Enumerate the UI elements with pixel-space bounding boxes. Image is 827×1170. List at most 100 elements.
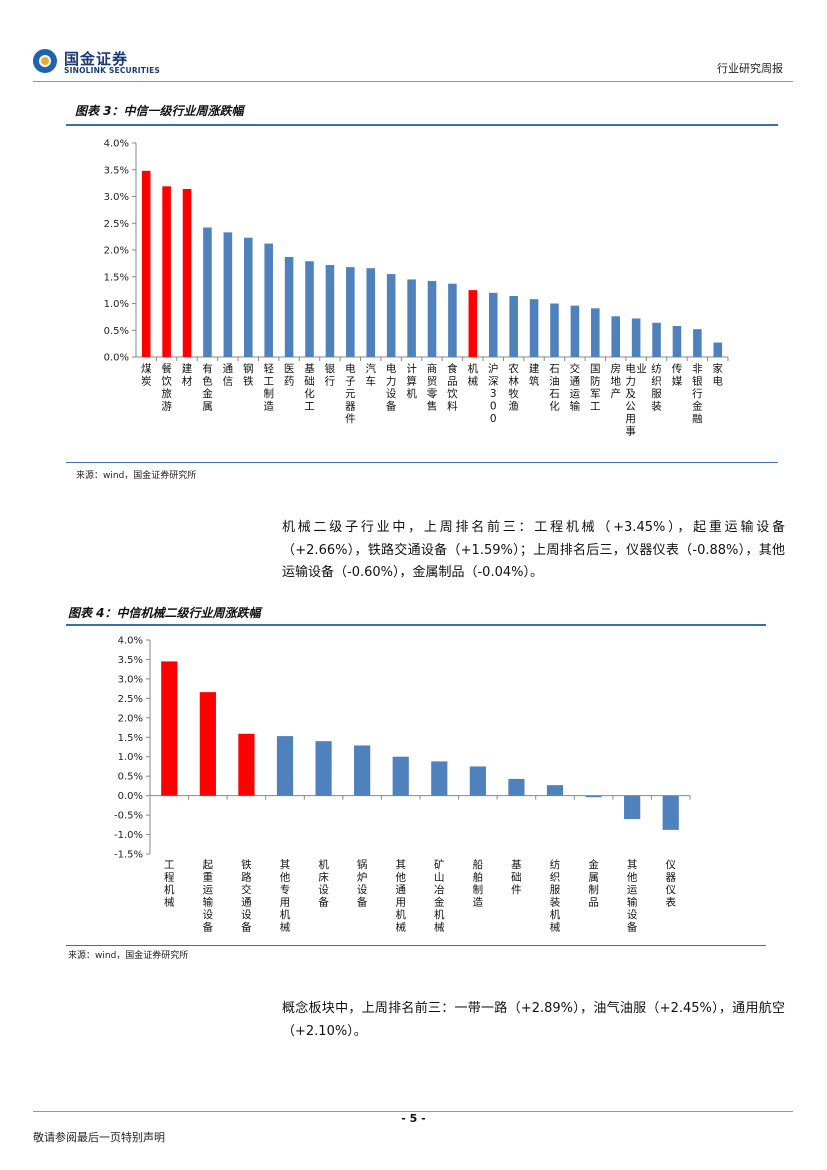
chart2-category-label: 工程机械: [164, 859, 175, 909]
chart2-bar: [354, 745, 371, 796]
chart2-bar: [508, 778, 525, 796]
chart1-category-label: 交通运输: [570, 362, 581, 413]
chart1-category-label: 轻工制造: [263, 362, 274, 413]
chart2-y-tick-label: 0.0%: [118, 791, 143, 802]
svg-text:国防军工: 国防军工: [590, 363, 601, 413]
chart1-bar: [346, 267, 355, 357]
svg-text:基础件: 基础件: [511, 858, 522, 896]
chart2-y-tick-label: 2.0%: [118, 713, 143, 724]
chart2-bar: [161, 661, 178, 796]
svg-text:电子元器件: 电子元器件: [345, 362, 356, 425]
svg-text:业: 业: [636, 363, 647, 375]
svg-text:汽车: 汽车: [366, 362, 377, 388]
figure3-source: 来源：wind，国金证券研究所: [76, 471, 197, 481]
svg-text:其他专用机械: 其他专用机械: [280, 859, 291, 934]
svg-text:家电: 家电: [713, 362, 724, 388]
figure3-chart: 0.0% 0.5% 1.0% 1.5% 2.0% 2.5% 3.0% 3.5% 4.0% 煤炭餐饮…: [104, 139, 729, 438]
chart2-category-label: 其他运输设备: [627, 859, 638, 934]
chart1-category-label: 食品饮料: [447, 362, 458, 413]
figure4-source: 来源：wind，国金证券研究所: [68, 951, 189, 961]
svg-text:房地产: 房地产: [610, 362, 621, 400]
chart2-category-label: 机床设备: [318, 858, 329, 909]
chart1-bar: [182, 189, 192, 357]
chart1-bar: [243, 237, 253, 357]
report-type: 行业研究周报: [717, 62, 783, 75]
svg-text:建筑: 建筑: [529, 362, 540, 388]
chart1-bar: [468, 290, 478, 357]
svg-text:非银行金融: 非银行金融: [692, 363, 703, 425]
svg-text:煤炭: 煤炭: [141, 362, 152, 388]
chart1-category-label: 计算机: [406, 362, 417, 400]
footer-note: 敬请参阅最后一页特别声明: [33, 1131, 165, 1144]
chart2-bar: [238, 733, 255, 796]
chart1-category-label: 电力设备: [386, 362, 397, 413]
svg-text:计算机: 计算机: [406, 362, 417, 400]
chart1-category-label: 国防军工: [590, 363, 601, 413]
chart1-category-label: 石油石化: [549, 363, 560, 413]
chart1-category-label: 通信: [223, 363, 234, 388]
chart1-category-label: 纺织服装: [651, 362, 662, 413]
chart1-category-label: 有色金属: [202, 362, 213, 413]
chart1-bar: [366, 268, 376, 357]
chart2-bar: [469, 766, 486, 796]
chart2-y-tick-label: 0.5%: [118, 772, 143, 783]
svg-text:银行: 银行: [325, 362, 336, 388]
svg-text:有色金属: 有色金属: [202, 362, 213, 413]
chart2-bar: [431, 761, 448, 796]
chart1-category-label: 电子元器件: [345, 362, 356, 425]
chart1-category-label: 房地产: [610, 362, 621, 400]
chart2-bar: [624, 795, 641, 819]
chart1-bar: [448, 283, 457, 357]
chart1-bar: [529, 299, 539, 357]
chart1-y-tick-label: 2.5%: [104, 219, 129, 230]
figure4-bottom-rule: [66, 945, 766, 946]
chart1-category-label: 医药: [284, 363, 295, 388]
svg-text:纺织服装机械: 纺织服装机械: [550, 858, 561, 934]
logo-text-cn: 国金证券: [64, 50, 129, 68]
chart1-bar: [652, 322, 661, 357]
chart1-category-label: 汽车: [366, 362, 377, 388]
chart2-bar: [392, 756, 409, 796]
svg-text:轻工制造: 轻工制造: [263, 362, 274, 413]
chart1-bar: [141, 170, 151, 357]
chart1-y-tick-label: 0.0%: [104, 353, 129, 364]
chart1-bar: [162, 186, 171, 357]
svg-text:电力设备: 电力设备: [386, 362, 397, 413]
chart1-bar: [693, 329, 702, 357]
chart1-bar: [672, 325, 682, 357]
chart2-bar: [546, 785, 564, 796]
footer-divider: [33, 1111, 793, 1112]
figure4-top-rule: [66, 624, 766, 626]
chart2-category-label: 仪器仪表: [665, 859, 676, 909]
chart2-y-tick-label: -1.5%: [114, 850, 143, 861]
figure4-chart: -1.5% -1.0% -0.5% 0.0% 0.5% 1.0% 1.5% 2.0% 2.5% 3…: [114, 636, 691, 934]
svg-text:农林牧渔: 农林牧渔: [508, 362, 519, 413]
svg-text:传媒: 传媒: [672, 363, 683, 388]
chart1-bar: [305, 261, 314, 357]
chart2-category-label: 船舶制造: [473, 858, 484, 909]
svg-text:起重运输设备: 起重运输设备: [203, 859, 214, 934]
chart1-bar: [550, 303, 559, 357]
chart1-y-tick-label: 1.5%: [104, 272, 129, 283]
chart1-bar: [325, 264, 335, 357]
svg-text:金属制品: 金属制品: [588, 858, 599, 909]
chart2-bar: [585, 795, 602, 798]
chart1-category-label: 机械: [468, 362, 479, 388]
chart1-category-label: 建筑: [529, 362, 540, 388]
svg-text:建材: 建材: [182, 362, 193, 388]
chart1-category-label: 煤炭: [141, 362, 152, 388]
svg-text:其他运输设备: 其他运输设备: [627, 859, 638, 934]
svg-text:通信: 通信: [223, 363, 234, 388]
chart2-y-tick-label: -0.5%: [114, 811, 143, 822]
chart2-category-label: 其他通用机械: [395, 859, 406, 934]
svg-text:纺织服装: 纺织服装: [651, 362, 662, 413]
svg-text:电力及公用事: 电力及公用事: [625, 362, 636, 438]
chart2-bar: [315, 741, 332, 796]
figure3-title: 图表 3：中信一级行业周涨跌幅: [75, 104, 244, 118]
chart1-y-tick-label: 4.0%: [104, 139, 129, 150]
chart1-bar: [386, 274, 396, 357]
svg-text:商贸零售: 商贸零售: [427, 362, 438, 413]
chart1-category-label: 钢铁: [243, 362, 254, 388]
